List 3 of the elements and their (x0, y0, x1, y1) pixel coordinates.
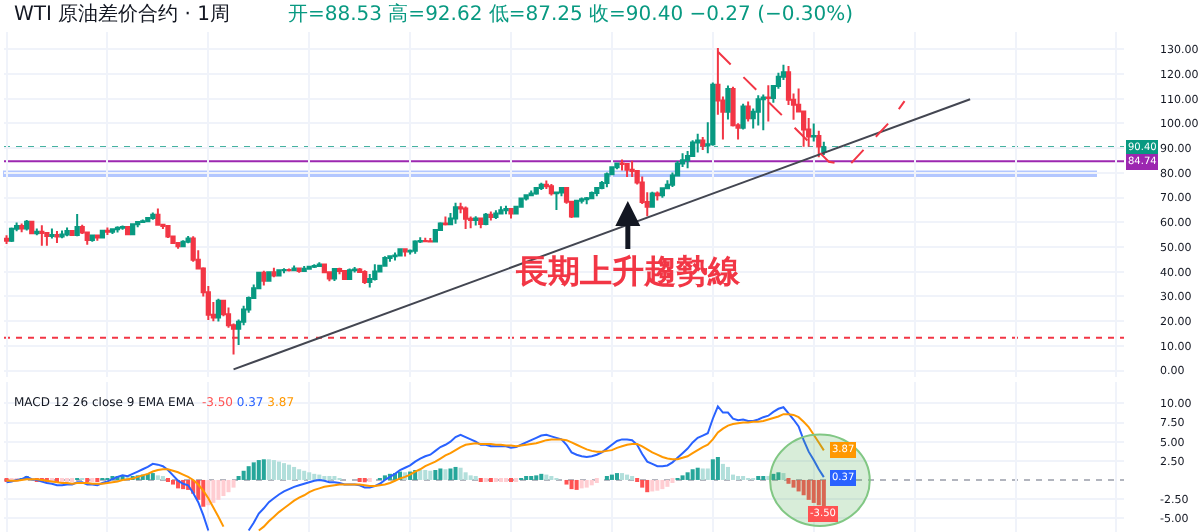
chart-subtitle: 开=88.53 高=92.62 低=87.25 收=90.40 −0.27 (−0.30%) (288, 2, 854, 26)
annotation: 長期上升趨勢線 (514, 252, 742, 290)
chart-title: WTI 原油差价合约 · 1周 (14, 2, 231, 26)
